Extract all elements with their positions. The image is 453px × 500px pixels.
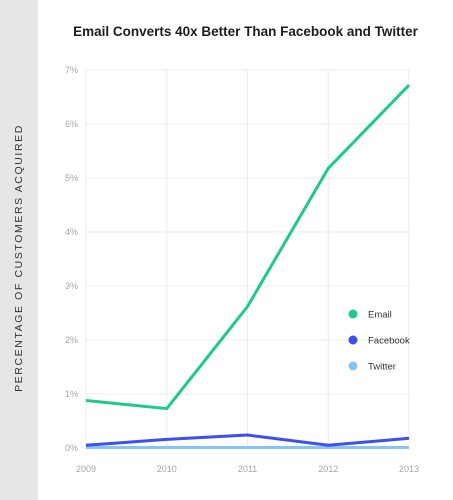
chart-title: Email Converts 40x Better Than Facebook … [73,24,418,39]
y-tick-label: 1% [65,389,78,399]
y-tick-labels: 0% 1% 2% 3% 4% 5% 6% 7% [65,65,78,453]
legend-label-facebook: Facebook [368,336,410,347]
legend-marker-facebook [348,335,358,345]
legend-marker-email [348,309,358,319]
y-tick-label: 7% [65,65,78,75]
y-tick-label: 2% [65,335,78,345]
series-line-email [85,84,411,411]
y-axis-band [0,0,38,500]
x-tick-label: 2011 [238,464,257,474]
x-tick-label: 2013 [399,464,419,474]
y-tick-label: 4% [65,227,78,237]
x-tick-label: 2012 [318,464,338,474]
y-tick-label: 3% [65,281,78,291]
series-line-facebook [85,433,410,447]
x-tick-labels: 2009 2010 2011 2012 2013 [76,464,419,474]
y-tick-label: 5% [65,173,78,183]
legend-label-twitter: Twitter [368,362,396,373]
legend: Email Facebook Twitter [348,309,410,373]
series-lines [85,84,411,449]
x-tick-label: 2009 [76,464,96,474]
y-tick-label: 6% [65,119,78,129]
x-tick-label: 2010 [157,464,177,474]
gridlines [85,69,410,449]
legend-label-email: Email [368,310,392,321]
y-tick-label: 0% [65,443,78,453]
legend-marker-twitter [348,361,358,371]
